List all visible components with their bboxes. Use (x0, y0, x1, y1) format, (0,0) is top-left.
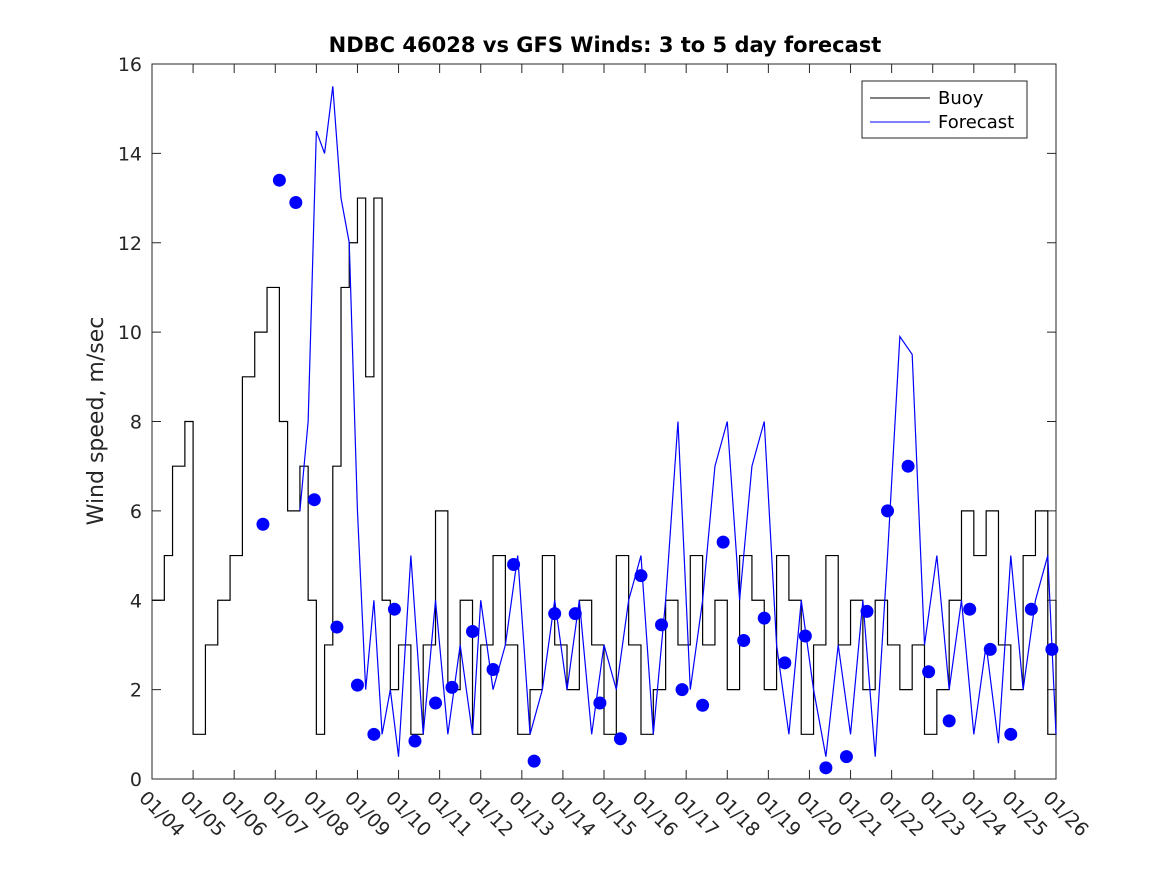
forecast-point (1045, 642, 1059, 656)
x-tick-label: 01/08 (299, 787, 353, 841)
x-tick-label: 01/11 (422, 787, 476, 841)
forecast-point (507, 558, 521, 571)
forecast-point (675, 683, 689, 697)
x-tick-label: 01/04 (134, 787, 188, 841)
forecast-point (798, 629, 812, 643)
forecast-point (466, 625, 480, 639)
y-tick-label: 14 (118, 143, 142, 165)
forecast-point (963, 602, 977, 616)
forecast-point (1004, 727, 1018, 741)
legend: Buoy Forecast (861, 80, 1028, 139)
forecast-point (568, 607, 582, 621)
forecast-point (548, 607, 562, 621)
forecast-point (696, 698, 710, 712)
forecast-point (1024, 602, 1038, 616)
forecast-point (387, 602, 401, 616)
forecast-point (860, 604, 874, 618)
x-tick-label: 01/10 (381, 787, 435, 841)
x-tick-label: 01/25 (997, 787, 1051, 841)
forecast-point (289, 196, 303, 210)
forecast-point (983, 642, 997, 656)
forecast-point (737, 633, 751, 647)
x-tick-label: 01/14 (545, 787, 599, 841)
forecast-point (408, 734, 422, 748)
x-tick-label: 01/06 (217, 787, 271, 841)
x-tick-label: 01/26 (1038, 787, 1092, 841)
x-tick-label: 01/19 (751, 787, 805, 841)
forecast-point (330, 620, 344, 634)
forecast-point (613, 732, 627, 746)
y-tick-label: 16 (118, 54, 142, 76)
x-tick-label: 01/09 (340, 787, 394, 841)
y-tick-label: 0 (130, 769, 142, 791)
series-layer (152, 86, 1059, 775)
forecast-point (593, 696, 607, 710)
forecast-point (922, 665, 936, 679)
y-tick-label: 4 (130, 590, 142, 612)
forecast-point (256, 517, 270, 531)
legend-forecast-label: Forecast (938, 112, 1014, 133)
forecast-point (527, 754, 541, 768)
x-tick-label: 01/15 (586, 787, 640, 841)
legend-box (861, 80, 1028, 139)
x-tick-label: 01/23 (915, 787, 969, 841)
forecast-point (778, 656, 792, 670)
y-tick-label: 12 (118, 233, 142, 255)
x-tick-label: 01/07 (258, 787, 312, 841)
forecast-series-line (299, 86, 1057, 757)
forecast-point (839, 750, 853, 764)
forecast-point (486, 663, 500, 677)
y-tick-label: 6 (130, 501, 142, 523)
y-tick-label: 10 (118, 322, 142, 344)
buoy-series-line (152, 197, 1057, 735)
forecast-point (445, 680, 459, 694)
chart-title: NDBC 46028 vs GFS Winds: 3 to 5 day fore… (329, 33, 882, 57)
forecast-point (881, 504, 895, 518)
x-tick-label: 01/21 (833, 787, 887, 841)
forecast-point (901, 459, 915, 473)
forecast-point (716, 535, 730, 549)
x-tick-label: 01/18 (710, 787, 764, 841)
forecast-point (272, 173, 286, 187)
y-tick-label: 8 (130, 412, 142, 434)
x-tick-label: 01/16 (628, 787, 682, 841)
x-tick-label: 01/05 (176, 787, 230, 841)
forecast-point (634, 569, 648, 583)
forecast-point (942, 714, 956, 728)
x-tick-label: 01/20 (792, 787, 846, 841)
forecast-point (757, 611, 771, 625)
y-axis: 0 2 4 6 8 10 12 14 16 (118, 54, 1056, 791)
x-tick-label: 01/22 (874, 787, 928, 841)
forecast-point (429, 696, 443, 710)
x-tick-label: 01/13 (504, 787, 558, 841)
forecast-point (367, 727, 381, 741)
y-tick-label: 2 (130, 680, 142, 702)
forecast-point (350, 678, 364, 692)
forecast-point (307, 493, 321, 507)
x-tick-label: 01/12 (463, 787, 517, 841)
legend-buoy-label: Buoy (938, 88, 984, 109)
forecast-point (655, 618, 669, 632)
forecast-point (819, 761, 833, 775)
x-tick-label: 01/24 (956, 787, 1010, 841)
x-tick-label: 01/17 (669, 787, 723, 841)
y-axis-label: Wind speed, m/sec (84, 317, 109, 526)
